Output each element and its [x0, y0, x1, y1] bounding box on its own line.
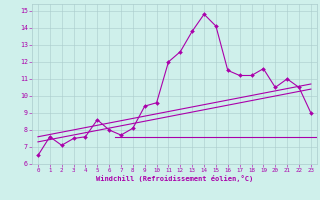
X-axis label: Windchill (Refroidissement éolien,°C): Windchill (Refroidissement éolien,°C)	[96, 175, 253, 182]
